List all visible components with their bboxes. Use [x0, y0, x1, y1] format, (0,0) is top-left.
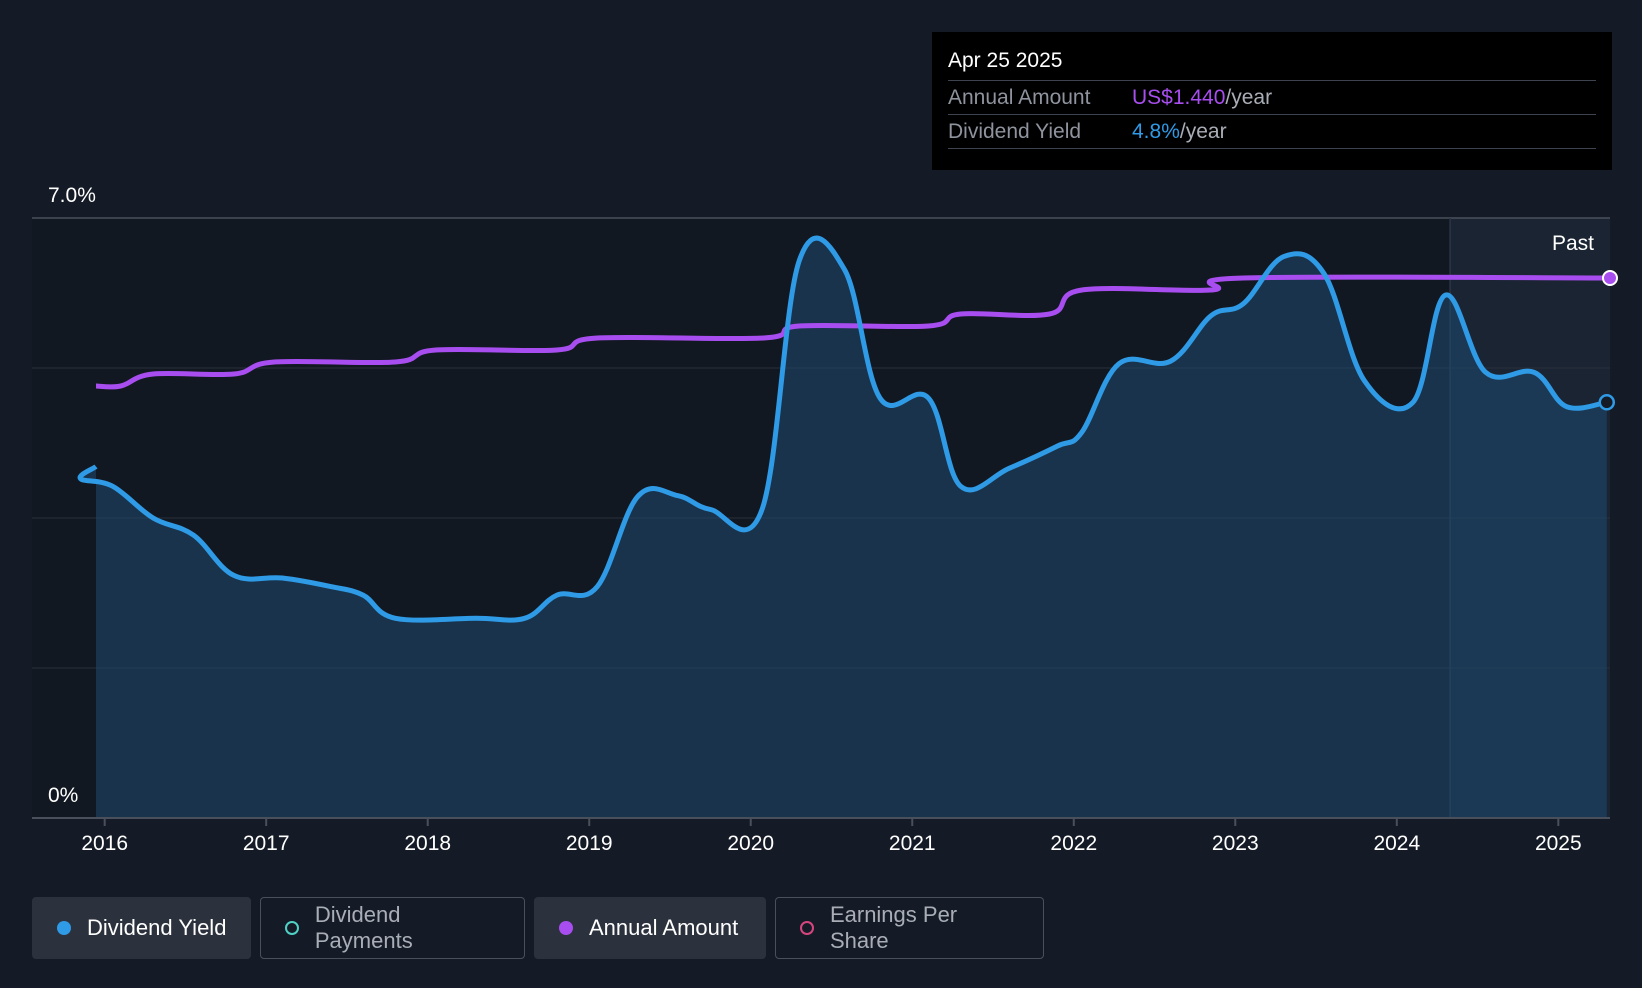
- y-axis-max-label: 7.0%: [48, 184, 96, 207]
- x-tick-label: 2017: [243, 832, 290, 855]
- x-tick-label: 2022: [1050, 832, 1097, 855]
- legend-earnings-per-share-button[interactable]: Earnings Per Share: [775, 897, 1044, 959]
- tooltip-value: US$1.440: [1132, 86, 1226, 109]
- legend-ring-icon: [800, 921, 814, 935]
- legend-label: Annual Amount: [589, 915, 739, 940]
- annual-amount-line: [95, 274, 1611, 390]
- legend-dividend-yield-button[interactable]: Dividend Yield: [32, 897, 251, 959]
- tooltip-unit: /year: [1179, 120, 1227, 143]
- x-tick-label: 2021: [889, 832, 936, 855]
- tooltip-row-dividend-yield: Dividend Yield 4.8% /year: [948, 114, 1596, 149]
- tooltip-label: Annual Amount: [948, 86, 1091, 109]
- legend-label: Dividend Payments: [314, 902, 413, 953]
- tooltip-unit: /year: [1225, 86, 1273, 109]
- dividend-yield-area: [80, 238, 1607, 818]
- tooltip-date: Apr 25 2025: [948, 49, 1063, 72]
- legend-annual-amount-button[interactable]: Annual Amount: [534, 897, 766, 959]
- x-tick-label: 2020: [727, 832, 774, 855]
- legend: Dividend Yield Dividend Payments Annual …: [32, 897, 1044, 959]
- tooltip-row-annual-amount: Annual Amount US$1.440 /year: [948, 80, 1596, 114]
- y-axis-min-label: 0%: [48, 784, 78, 807]
- x-tick-label: 2024: [1373, 832, 1420, 855]
- legend-label: Earnings Per Share: [829, 902, 958, 953]
- x-tick-label: 2023: [1212, 832, 1259, 855]
- legend-dot-icon: [57, 921, 71, 935]
- dividend-yield-line: [77, 235, 1608, 623]
- x-tick-label: 2025: [1535, 832, 1582, 855]
- legend-ring-icon: [285, 921, 299, 935]
- tooltip-value: 4.8%: [1132, 120, 1180, 143]
- legend-label: Dividend Yield: [87, 915, 227, 940]
- dividend-yield-end-marker: [1598, 394, 1616, 411]
- x-tick-label: 2019: [566, 832, 613, 855]
- legend-dot-icon: [559, 921, 573, 935]
- tooltip-label: Dividend Yield: [948, 120, 1082, 143]
- annual-amount-end-marker: [1602, 270, 1618, 286]
- past-label: Past: [1552, 232, 1594, 255]
- tooltip: Apr 25 2025 Annual Amount US$1.440 /year…: [932, 32, 1612, 170]
- x-axis: 2016 2017 2018 2019 2020 2021 2022 2023 2024 2025: [81, 818, 1582, 855]
- legend-dividend-payments-button[interactable]: Dividend Payments: [260, 897, 525, 959]
- x-tick-label: 2016: [81, 832, 128, 855]
- x-tick-label: 2018: [404, 832, 451, 855]
